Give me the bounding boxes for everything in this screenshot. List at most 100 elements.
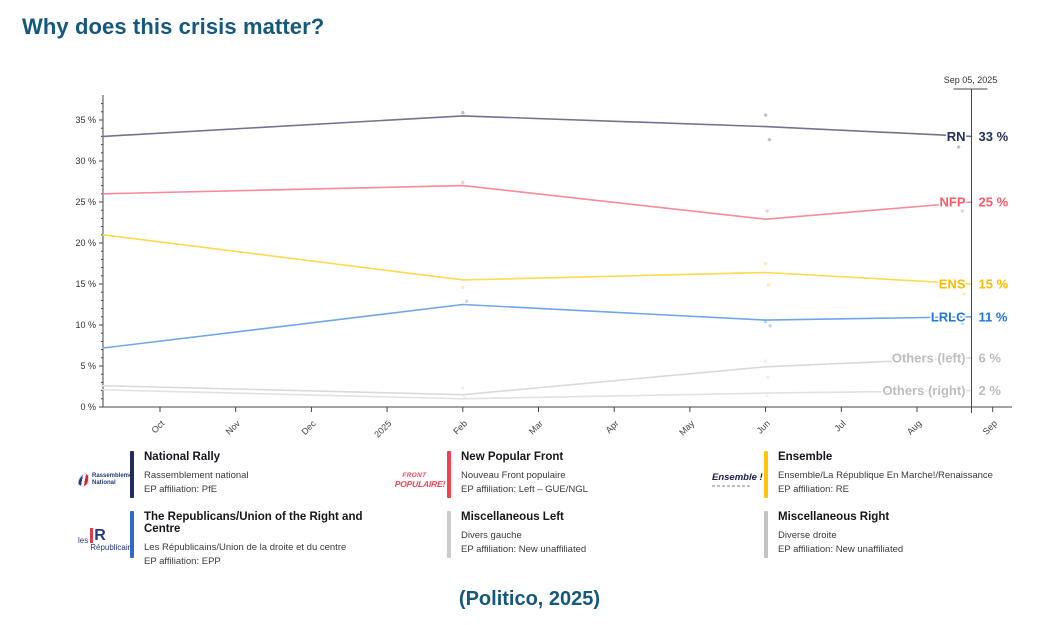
y-tick-label: 30 % bbox=[75, 156, 96, 166]
rn-flame-icon bbox=[78, 472, 91, 488]
party-name: National Rally bbox=[144, 451, 221, 463]
series-label: LRLC bbox=[931, 309, 966, 324]
legend-color-bar bbox=[447, 511, 451, 558]
series-label: RN bbox=[947, 129, 966, 144]
poll-dot bbox=[461, 285, 465, 289]
series-line-nfp bbox=[102, 184, 973, 220]
y-tick-label: 20 % bbox=[75, 238, 96, 248]
series-line-others-right- bbox=[102, 388, 973, 400]
series-label: Others (right) bbox=[882, 383, 965, 398]
party-name: Ensemble bbox=[778, 451, 833, 463]
party-logo-misc-right bbox=[712, 510, 764, 570]
series-end-value: 25 % bbox=[979, 195, 1009, 210]
source-caption: (Politico, 2025) bbox=[458, 588, 601, 610]
legend-item-ens: Ensemble ! Ensemble Ensemble/La République… bbox=[712, 450, 1029, 510]
x-tick-label: Apr bbox=[604, 418, 621, 435]
party-native-name: Diverse droite bbox=[778, 530, 837, 541]
series-end-value: 6 % bbox=[979, 350, 1002, 365]
x-tick-label: 2025 bbox=[372, 418, 393, 439]
poll-dot bbox=[766, 283, 771, 287]
x-tick-label: Oct bbox=[149, 418, 166, 435]
poll-trend-chart: 0 % 5 % 10 % 15 % 20 % 25 % 30 % 35 % Oct Nov Dec 2… bbox=[0, 70, 1059, 455]
poll-dot bbox=[960, 321, 965, 326]
poll-dot bbox=[461, 180, 465, 185]
legend-color-bar bbox=[764, 511, 768, 558]
series-line-lrlc bbox=[102, 303, 973, 349]
series-end-value: 33 % bbox=[979, 129, 1009, 144]
legend-item-misc-right: Miscellaneous Right Diverse droite EP affi… bbox=[712, 510, 1029, 570]
party-ep-affiliation: EP affiliation: New unaffiliated bbox=[778, 544, 904, 555]
legend-item-rn: RassemblementNational National Rally Rasse… bbox=[78, 450, 395, 510]
party-ep-affiliation: EP affiliation: PfE bbox=[144, 484, 218, 495]
poll-dot bbox=[461, 110, 465, 115]
party-logo-misc-left bbox=[395, 510, 447, 570]
party-native-name: Nouveau Front populaire bbox=[461, 470, 566, 481]
party-ep-affiliation: EP affiliation: EPP bbox=[144, 556, 221, 567]
poll-dot bbox=[767, 137, 772, 142]
ens-logo-subtext bbox=[712, 484, 750, 487]
party-legend: RassemblementNational National Rally Rasse… bbox=[78, 450, 1038, 570]
page-title: Why does this crisis matter? bbox=[22, 14, 325, 39]
poll-dot bbox=[765, 393, 769, 398]
x-tick-label: Feb bbox=[451, 418, 469, 436]
party-name: New Popular Front bbox=[461, 451, 564, 463]
poll-dot bbox=[763, 320, 768, 324]
series-line-rn bbox=[102, 115, 973, 138]
legend-item-nfp: FRONT POPULAIRE! New Popular Front Nouveau … bbox=[395, 450, 712, 510]
poll-dot bbox=[956, 145, 961, 149]
party-ep-affiliation: EP affiliation: RE bbox=[778, 484, 849, 495]
series-end-value: 2 % bbox=[979, 383, 1002, 398]
y-tick-label: 0 % bbox=[80, 402, 96, 412]
poll-dot bbox=[765, 209, 769, 213]
y-tick-label: 25 % bbox=[75, 197, 96, 207]
party-logo-nfp: FRONT POPULAIRE! bbox=[395, 471, 446, 489]
x-tick-label: Sep bbox=[981, 418, 999, 436]
party-native-name: Ensemble/La République En Marche!/Renais… bbox=[778, 470, 993, 481]
x-tick-label: May bbox=[677, 418, 696, 437]
legend-color-bar bbox=[764, 451, 768, 498]
legend-color-bar bbox=[130, 451, 134, 498]
poll-dot bbox=[461, 386, 465, 390]
party-logo-ens: Ensemble ! bbox=[712, 450, 764, 510]
y-tick-label: 15 % bbox=[75, 279, 96, 289]
series-line-ens bbox=[102, 234, 973, 285]
poll-dot bbox=[462, 395, 467, 399]
poll-dot bbox=[959, 361, 963, 366]
poll-trend-chart-canvas: 0 % 5 % 10 % 15 % 20 % 25 % 30 % 35 % Oct Nov Dec 2… bbox=[75, 75, 1012, 440]
series-label: ENS bbox=[939, 277, 966, 292]
lr-mark-icon: R bbox=[90, 527, 130, 544]
series-end-value: 15 % bbox=[979, 277, 1009, 292]
party-native-name: Rassemblement national bbox=[144, 470, 249, 481]
date-marker-label: Sep 05, 2025 bbox=[944, 75, 998, 85]
series-label: Others (left) bbox=[892, 350, 966, 365]
legend-item-misc-left: Miscellaneous Left Divers gauche EP affili… bbox=[395, 510, 712, 570]
y-tick-label: 5 % bbox=[80, 361, 96, 371]
poll-dot bbox=[960, 209, 965, 213]
legend-color-bar bbox=[130, 511, 134, 558]
legend-color-bar bbox=[447, 451, 451, 498]
poll-dot bbox=[766, 375, 770, 380]
party-logo-rn: RassemblementNational bbox=[78, 450, 130, 510]
x-tick-label: Jun bbox=[755, 418, 772, 435]
party-logo-lr: lesRRépublicains bbox=[78, 510, 130, 570]
x-tick-label: Aug bbox=[905, 418, 923, 436]
party-native-name: Divers gauche bbox=[461, 530, 522, 541]
y-tick-label: 35 % bbox=[75, 115, 96, 125]
poll-dot bbox=[962, 292, 966, 296]
x-tick-label: Mar bbox=[527, 418, 545, 436]
x-tick-label: Dec bbox=[299, 418, 318, 437]
poll-dot bbox=[763, 261, 768, 266]
series-label: NFP bbox=[940, 195, 966, 210]
party-name: The Republicans/Union of the Right and C… bbox=[144, 511, 363, 535]
party-ep-affiliation: EP affiliation: Left – GUE/NGL bbox=[461, 484, 588, 495]
poll-dot bbox=[763, 113, 768, 117]
series-line-others-left- bbox=[102, 356, 973, 396]
legend-item-lr: lesRRépublicains The Republicans/Union of… bbox=[78, 510, 395, 570]
x-tick-label: Jul bbox=[833, 418, 848, 433]
x-tick-label: Nov bbox=[224, 418, 243, 437]
poll-dot bbox=[464, 299, 469, 303]
party-ep-affiliation: EP affiliation: New unaffiliated bbox=[461, 544, 587, 555]
poll-dot bbox=[768, 324, 772, 328]
party-native-name: Les Républicains/Union de la droite et d… bbox=[144, 542, 347, 553]
y-tick-label: 10 % bbox=[75, 320, 96, 330]
